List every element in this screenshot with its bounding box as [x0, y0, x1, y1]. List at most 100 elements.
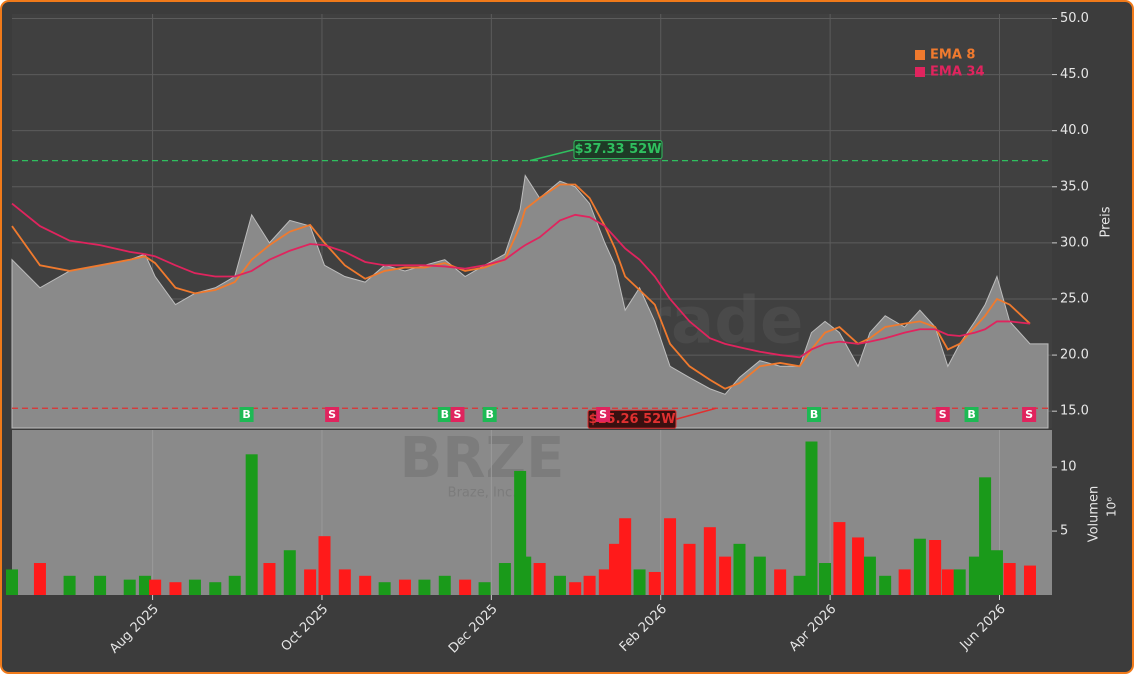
signal-marker — [935, 407, 950, 422]
volume-bar — [633, 569, 646, 595]
volume-bar — [378, 582, 391, 595]
volume-bar — [169, 582, 182, 595]
legend-swatch — [915, 50, 925, 60]
ema-line — [11, 183, 1031, 390]
low-arrow — [675, 407, 717, 420]
volume-bar — [569, 582, 582, 595]
volume-bar — [263, 563, 276, 595]
volume-bar — [833, 522, 846, 595]
volume-bar — [553, 575, 566, 595]
signal-label: S — [454, 408, 462, 421]
volume-bar — [6, 569, 18, 595]
volume-bar — [188, 579, 201, 595]
volume-bar — [209, 582, 222, 595]
volume-bar — [941, 569, 954, 595]
volume-bar — [149, 579, 162, 595]
volume-bar — [664, 518, 677, 595]
volume-bar — [863, 556, 876, 595]
ema-line — [11, 202, 1031, 359]
volume-bar — [648, 571, 661, 595]
y-tick-label: 5 — [1060, 524, 1068, 539]
signal-label: S — [599, 408, 607, 421]
volume-bar — [733, 543, 746, 595]
volume-panel — [12, 430, 1052, 595]
signal-marker — [1022, 407, 1037, 422]
volume-bar — [228, 575, 241, 595]
signal-label: S — [939, 408, 947, 421]
volume-bar — [94, 575, 107, 595]
signal-label: B — [441, 408, 449, 421]
legend-label: EMA 34 — [930, 65, 985, 80]
volume-bar — [283, 550, 296, 595]
signal-label: B — [485, 408, 493, 421]
volume-bar — [63, 575, 76, 595]
volume-axis-label: Volumen — [1087, 486, 1102, 543]
signal-marker — [596, 407, 611, 422]
volume-bar — [953, 569, 966, 595]
volume-unit: 10⁶ — [1105, 497, 1119, 517]
signal-marker — [807, 407, 822, 422]
y-tick-label: 30.0 — [1060, 235, 1089, 250]
signal-marker — [437, 407, 452, 422]
volume-bar — [979, 477, 992, 595]
y-tick-label: 40.0 — [1060, 123, 1089, 138]
volume-bar — [459, 579, 472, 595]
signal-marker — [964, 407, 979, 422]
volume-bar — [598, 569, 611, 595]
volume-bar — [719, 556, 732, 595]
y-tick-label: 50.0 — [1060, 11, 1089, 26]
volume-bar — [968, 556, 981, 595]
y-tick-label: 15.0 — [1060, 404, 1089, 419]
volume-bar — [929, 540, 942, 595]
volume-bar — [1003, 563, 1016, 595]
volume-bar — [304, 569, 317, 595]
volume-bar — [583, 575, 596, 595]
volume-bar — [498, 563, 511, 595]
y-tick-label: 35.0 — [1060, 179, 1089, 194]
volume-bar — [819, 563, 832, 595]
volume-bar — [138, 575, 151, 595]
signal-marker — [482, 407, 497, 422]
volume-bar — [683, 543, 696, 595]
volume-bar — [703, 527, 716, 595]
y-tick-label: 45.0 — [1060, 67, 1089, 82]
signal-marker — [450, 407, 465, 422]
y-axis-label: Preis — [1099, 206, 1114, 237]
volume-bar — [898, 569, 911, 595]
volume-bar — [519, 556, 532, 595]
volume-bar — [753, 556, 766, 595]
y-tick-label: 10 — [1060, 460, 1077, 475]
volume-bar — [418, 579, 431, 595]
volume-bar — [852, 537, 865, 595]
volume-bar — [245, 454, 258, 595]
signal-label: B — [810, 408, 818, 421]
volume-bar — [359, 575, 372, 595]
price-area — [11, 174, 1049, 429]
volume-bar — [879, 575, 892, 595]
signal-label: B — [242, 408, 250, 421]
company-watermark: Braze, Inc. — [448, 486, 517, 501]
legend-label: EMA 8 — [930, 48, 975, 63]
legend-swatch — [915, 67, 925, 77]
volume-bar — [990, 550, 1003, 595]
volume-bar — [478, 582, 491, 595]
y-tick-label: 20.0 — [1060, 348, 1089, 363]
signal-label: B — [967, 408, 975, 421]
volume-bar — [913, 538, 926, 595]
signal-label: S — [1025, 408, 1033, 421]
low-label: $15.26 52W — [588, 412, 675, 427]
volume-bar — [33, 563, 46, 595]
volume-bar — [398, 579, 411, 595]
volume-bar — [123, 579, 136, 595]
signal-marker — [325, 407, 340, 422]
volume-bar — [793, 575, 806, 595]
volume-bar — [1023, 565, 1036, 595]
volume-bar — [608, 543, 621, 595]
y-tick-label: 25.0 — [1060, 291, 1089, 306]
volume-bar — [533, 563, 546, 595]
high-label: $37.33 52W — [574, 142, 661, 157]
high-arrow — [529, 148, 575, 162]
volume-bar — [318, 536, 331, 595]
volume-bar — [619, 518, 632, 595]
